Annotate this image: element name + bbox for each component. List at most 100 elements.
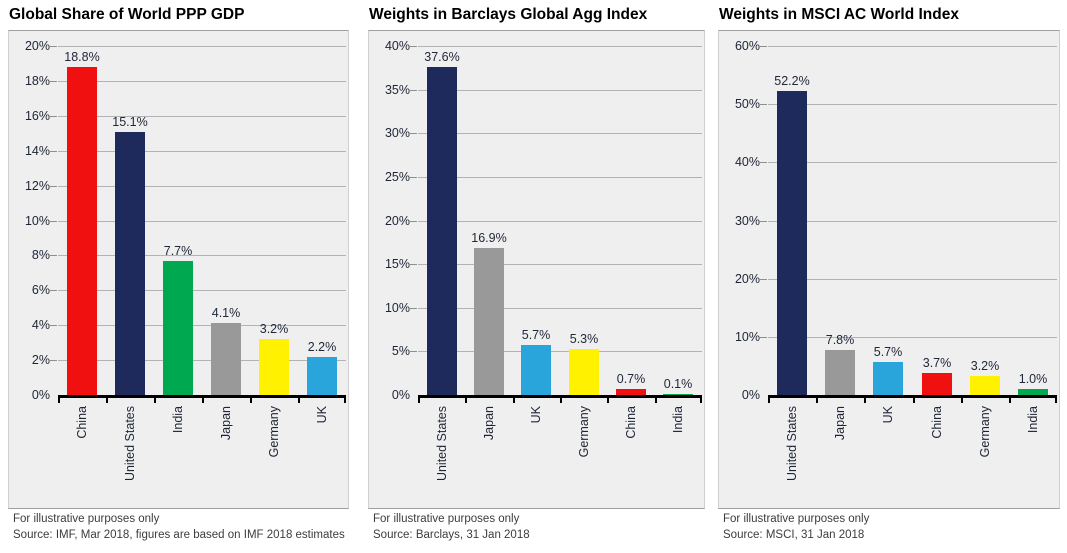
x-axis-line — [58, 395, 346, 398]
y-tick — [50, 360, 57, 362]
bar-value-label-japan: 16.9% — [471, 231, 507, 245]
y-axis-tick-label: 8% — [31, 248, 50, 263]
y-tick — [50, 290, 57, 292]
bar-value-label-germany: 3.2% — [970, 359, 1000, 373]
y-axis-tick-label: 2% — [31, 353, 50, 368]
y-axis-tick-label: 5% — [391, 344, 410, 359]
bar-india — [1018, 389, 1048, 395]
source-text: Source: IMF, Mar 2018, figures are based… — [13, 528, 345, 541]
bar-value-label-uk: 5.7% — [873, 345, 903, 359]
y-axis-tick-label: 20% — [384, 213, 410, 228]
chart-footer: For illustrative purposes only Source: B… — [373, 512, 705, 543]
y-axis-tick-label: 15% — [384, 257, 410, 272]
y-gridline — [418, 351, 702, 353]
bar-japan — [474, 248, 504, 395]
y-gridline — [58, 360, 346, 362]
bar-japan — [825, 350, 855, 395]
bar-value-label-india: 0.1% — [663, 377, 693, 391]
x-axis-tick — [816, 397, 818, 403]
y-axis-tick-label: 35% — [384, 82, 410, 97]
bar-germany — [970, 376, 1000, 395]
x-axis-tick — [607, 397, 609, 403]
y-tick — [410, 220, 417, 222]
y-axis-tick-label: 60% — [734, 39, 760, 53]
y-tick — [410, 176, 417, 178]
bar-value-label-united-states: 15.1% — [112, 115, 148, 129]
y-tick — [760, 220, 767, 222]
bar-value-label-india: 7.7% — [163, 244, 193, 258]
x-axis-category-label-uk: UK — [315, 406, 329, 424]
y-tick — [760, 336, 767, 338]
x-axis-tick — [58, 397, 60, 403]
chart-title: Weights in MSCI AC World Index — [719, 6, 959, 23]
y-tick — [50, 115, 57, 117]
x-axis-category-label-uk: UK — [881, 406, 895, 424]
chart-msci-acwi: Weights in MSCI AC World Index 0% 10% 20% 3… — [718, 0, 1060, 553]
y-tick — [50, 150, 57, 152]
y-axis-tick-label: 40% — [384, 39, 410, 53]
chart-footer: For illustrative purposes only Source: M… — [723, 512, 1060, 543]
y-gridline — [58, 185, 346, 187]
x-axis-tick — [1009, 397, 1011, 403]
y-gridline — [768, 278, 1057, 280]
y-gridline — [768, 46, 1057, 47]
footnote-text: For illustrative purposes only — [723, 513, 870, 525]
y-gridline — [418, 176, 702, 178]
y-tick — [50, 185, 57, 187]
y-tick — [760, 104, 767, 106]
plot-area: 0% 5% 10% 15% 20% 25% 30% 35% 40% 37.6% United Sta… — [368, 30, 705, 509]
x-axis-category-label-united-states: United States — [435, 406, 449, 482]
y-tick — [410, 351, 417, 353]
y-gridline — [418, 220, 702, 222]
bar-value-label-china: 18.8% — [64, 50, 100, 64]
bar-uk — [521, 345, 551, 395]
y-gridline — [58, 46, 346, 47]
x-axis-tick — [465, 397, 467, 403]
y-axis-tick-label: 10% — [384, 300, 410, 315]
bar-germany — [569, 349, 599, 395]
bar-china — [67, 67, 97, 395]
x-axis-category-label-china: China — [930, 406, 944, 439]
x-axis-category-label-united-states: United States — [785, 406, 799, 482]
y-axis-tick-label: 50% — [734, 97, 760, 112]
bar-china — [922, 373, 952, 395]
x-axis-tick — [768, 397, 770, 403]
y-tick — [760, 46, 767, 47]
x-axis-category-label-united-states: United States — [123, 406, 137, 482]
y-gridline — [418, 264, 702, 266]
y-axis-tick-label: 12% — [24, 178, 50, 193]
y-gridline — [768, 104, 1057, 106]
bar-india — [663, 394, 693, 395]
x-axis-tick — [202, 397, 204, 403]
y-axis-tick-label: 14% — [24, 143, 50, 158]
x-axis-category-label-china: China — [75, 406, 89, 439]
y-gridline — [768, 220, 1057, 222]
bar-uk — [873, 362, 903, 395]
x-axis-category-label-japan: Japan — [833, 406, 847, 441]
y-gridline — [58, 325, 346, 327]
bar-value-label-united-states: 37.6% — [424, 50, 460, 64]
y-axis-tick-label: 16% — [24, 108, 50, 123]
chart-barclays-agg: Weights in Barclays Global Agg Index 0% 5… — [368, 0, 705, 553]
source-text: Source: MSCI, 31 Jan 2018 — [723, 528, 865, 541]
y-tick — [410, 46, 417, 47]
bar-value-label-china: 3.7% — [922, 356, 952, 370]
x-axis-line — [418, 395, 702, 398]
bar-uk — [307, 357, 337, 395]
x-axis-category-label-india: India — [171, 406, 185, 434]
y-axis-tick-label: 40% — [734, 155, 760, 170]
y-axis-tick-label: 30% — [384, 126, 410, 141]
bar-value-label-germany: 3.2% — [259, 322, 289, 336]
source-text: Source: Barclays, 31 Jan 2018 — [373, 528, 530, 541]
footnote-text: For illustrative purposes only — [373, 513, 520, 525]
bar-united-states — [777, 91, 807, 395]
bar-germany — [259, 339, 289, 395]
y-gridline — [768, 162, 1057, 164]
bar-japan — [211, 323, 241, 395]
y-axis-tick-label: 30% — [734, 213, 760, 228]
y-axis-tick-label: 18% — [24, 73, 50, 88]
x-axis-tick — [418, 397, 420, 403]
x-axis-category-label-germany: Germany — [577, 406, 591, 458]
x-axis-tick — [700, 397, 702, 403]
y-axis-tick-label: 6% — [31, 283, 50, 298]
